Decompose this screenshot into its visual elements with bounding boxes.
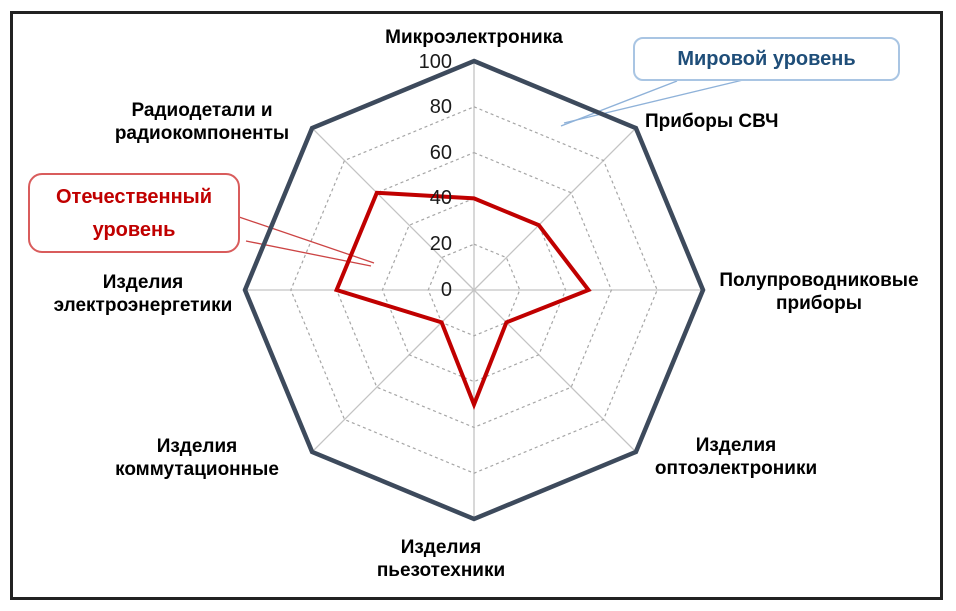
axis-label-switching-products: Изделия коммутационные: [115, 436, 279, 480]
tick-label-20: 20: [429, 233, 452, 255]
axis-label-microelectronics: Микроэлектроника: [385, 27, 563, 48]
axis-label-piezo-products: Изделия пьезотехники: [376, 537, 506, 581]
radar-spoke: [311, 127, 475, 291]
radar-spoke: [473, 289, 637, 453]
tick-label-60: 60: [429, 142, 452, 164]
axis-label-semiconductor-devices: Полупроводниковые приборы: [719, 270, 919, 314]
tick-label-100: 100: [418, 51, 452, 73]
tick-label-80: 80: [429, 96, 452, 118]
tick-label-40: 40: [429, 187, 452, 209]
world-callout-leader-line-2: [563, 79, 744, 124]
radar-grid-ring-80: [290, 106, 658, 474]
callout-leader-lines: [238, 79, 744, 267]
world-level-callout: Мировой уровень: [633, 37, 900, 81]
axis-label-radio-components: Радиодетали и радиокомпоненты: [114, 100, 290, 144]
axis-label-optoelectronics: Изделия оптоэлектроники: [654, 435, 818, 479]
domestic-level-polygon: [333, 190, 592, 410]
radar-grid-ring-60: [335, 151, 613, 429]
tick-label-0: 0: [440, 279, 452, 301]
radar-gridlines: [245, 61, 703, 519]
axis-label-power-products: Изделия электроэнергетики: [53, 272, 233, 316]
domestic-level-callout: Отечественный уровень: [28, 173, 240, 253]
axis-label-microwave-devices: Приборы СВЧ: [645, 111, 779, 132]
world-level-polygon: [242, 58, 706, 522]
radar-series-polygons: [242, 58, 706, 522]
radar-spoke: [473, 127, 637, 291]
radar-grid-ring-20: [427, 243, 521, 337]
chart-border-frame: [10, 11, 943, 600]
radar-spoke: [311, 289, 475, 453]
